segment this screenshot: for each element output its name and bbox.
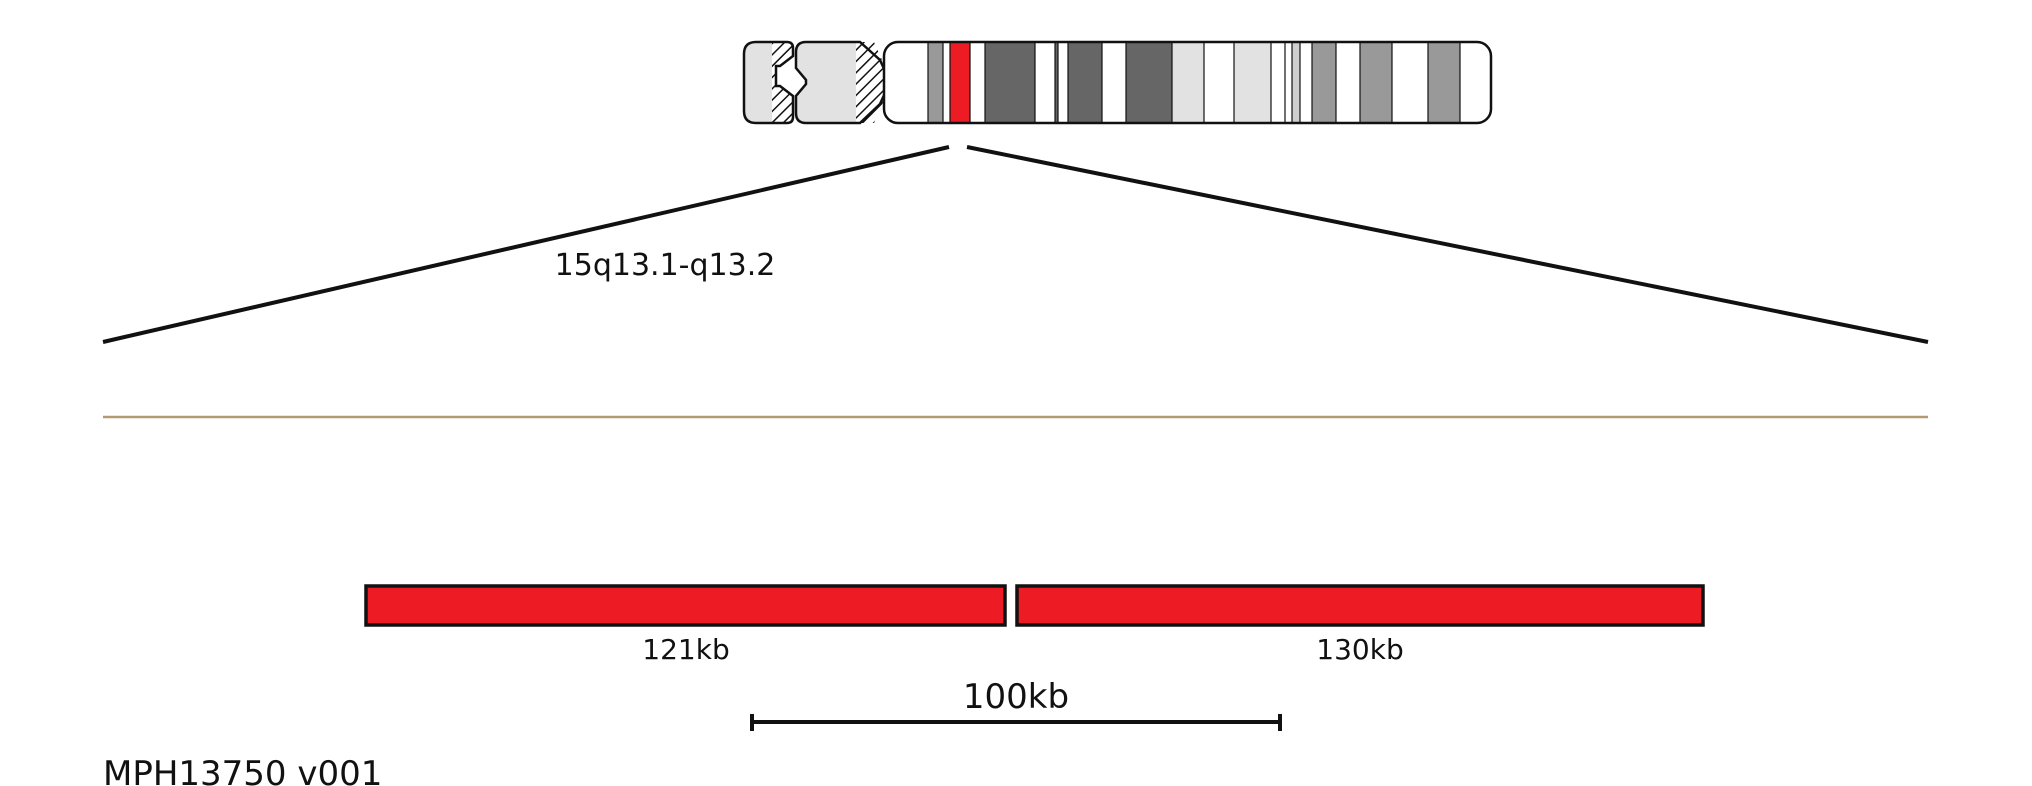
chromosome-q-arm-bands (884, 42, 1491, 123)
band (1126, 42, 1172, 123)
band (1428, 42, 1460, 123)
band (1292, 42, 1300, 123)
band (1234, 42, 1271, 123)
zoom-line-right (966, 145, 1929, 344)
chromosome-p-arm-outline (742, 40, 795, 125)
probe-2-label: 130kb (1316, 633, 1403, 666)
region-label: 15q13.1-q13.2 (555, 248, 776, 283)
band-highlight-15q13 (950, 42, 970, 123)
band (1360, 42, 1392, 123)
band (928, 42, 943, 123)
probe-1-label: 121kb (642, 633, 729, 666)
scale-bar-label: 100kb (963, 677, 1069, 717)
probe-2-bar (1015, 584, 1705, 627)
chromosome-ideogram (742, 40, 1493, 125)
band (1055, 42, 1058, 123)
band (1172, 42, 1204, 123)
band (1312, 42, 1336, 123)
chromosome-centromere (794, 40, 892, 125)
band (1068, 42, 1102, 123)
zoom-line-left (102, 145, 950, 344)
probe-2: 130kb (1015, 584, 1705, 666)
product-code: MPH13750 v001 (103, 754, 382, 786)
probe-1-bar (364, 584, 1007, 627)
probe-1: 121kb (364, 584, 1007, 666)
zoom-lines (102, 145, 1929, 344)
scale-bar: 100kb (750, 677, 1282, 731)
chromosome-q-arm-outline (882, 40, 1493, 125)
band (985, 42, 1035, 123)
